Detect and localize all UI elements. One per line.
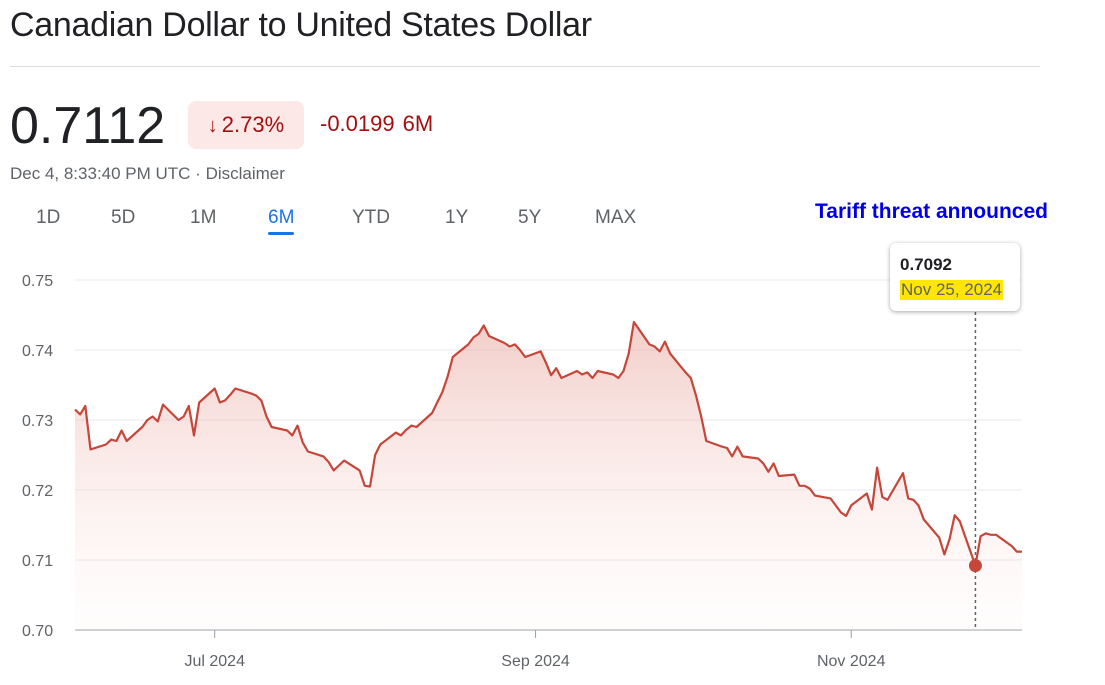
arrow-down-icon: ↓ bbox=[207, 115, 218, 137]
tab-1y[interactable]: 1Y bbox=[445, 207, 469, 228]
y-tick-label: 0.75 bbox=[22, 273, 53, 290]
y-tick-label: 0.73 bbox=[22, 413, 53, 430]
current-price: 0.7112 bbox=[10, 97, 166, 155]
y-tick-label: 0.71 bbox=[22, 553, 53, 570]
tab-ytd[interactable]: YTD bbox=[352, 207, 390, 228]
timestamp-disclaimer: Dec 4, 8:33:40 PM UTC · Disclaimer bbox=[10, 164, 285, 183]
page-title: Canadian Dollar to United States Dollar bbox=[10, 6, 592, 44]
tab-1d[interactable]: 1D bbox=[36, 207, 61, 228]
hover-point-marker bbox=[968, 559, 982, 573]
y-tick-label: 0.74 bbox=[22, 343, 53, 360]
tab-5y[interactable]: 5Y bbox=[518, 207, 542, 228]
tab-6m[interactable]: 6M bbox=[268, 205, 295, 235]
y-tick-label: 0.70 bbox=[22, 623, 53, 640]
change-summary: -0.0199 6M bbox=[320, 111, 433, 137]
change-percent-badge: ↓ 2.73% bbox=[188, 101, 304, 149]
header-divider bbox=[10, 66, 1040, 67]
tooltip-value: 0.7092 bbox=[900, 255, 952, 274]
tab-max[interactable]: MAX bbox=[595, 207, 637, 228]
tab-1m[interactable]: 1M bbox=[190, 207, 217, 228]
x-tick-label: Jul 2024 bbox=[184, 653, 245, 670]
change-period: 6M bbox=[402, 111, 434, 136]
change-absolute: -0.0199 bbox=[320, 111, 395, 136]
x-tick-label: Sep 2024 bbox=[501, 653, 570, 670]
x-tick-label: Nov 2024 bbox=[817, 653, 886, 670]
range-tabs: 1D 5D 1M 6M YTD 1Y 5Y MAX bbox=[0, 205, 700, 245]
price-line bbox=[74, 320, 1022, 567]
tariff-annotation: Tariff threat announced bbox=[815, 200, 1048, 223]
price-area bbox=[75, 322, 1022, 630]
tooltip-date: Nov 25, 2024 bbox=[900, 280, 1004, 300]
change-percent: 2.73% bbox=[221, 112, 285, 137]
hover-tooltip: 0.7092 Nov 25, 2024 bbox=[890, 243, 1020, 311]
tab-5d[interactable]: 5D bbox=[111, 207, 136, 228]
y-tick-label: 0.72 bbox=[22, 483, 53, 500]
